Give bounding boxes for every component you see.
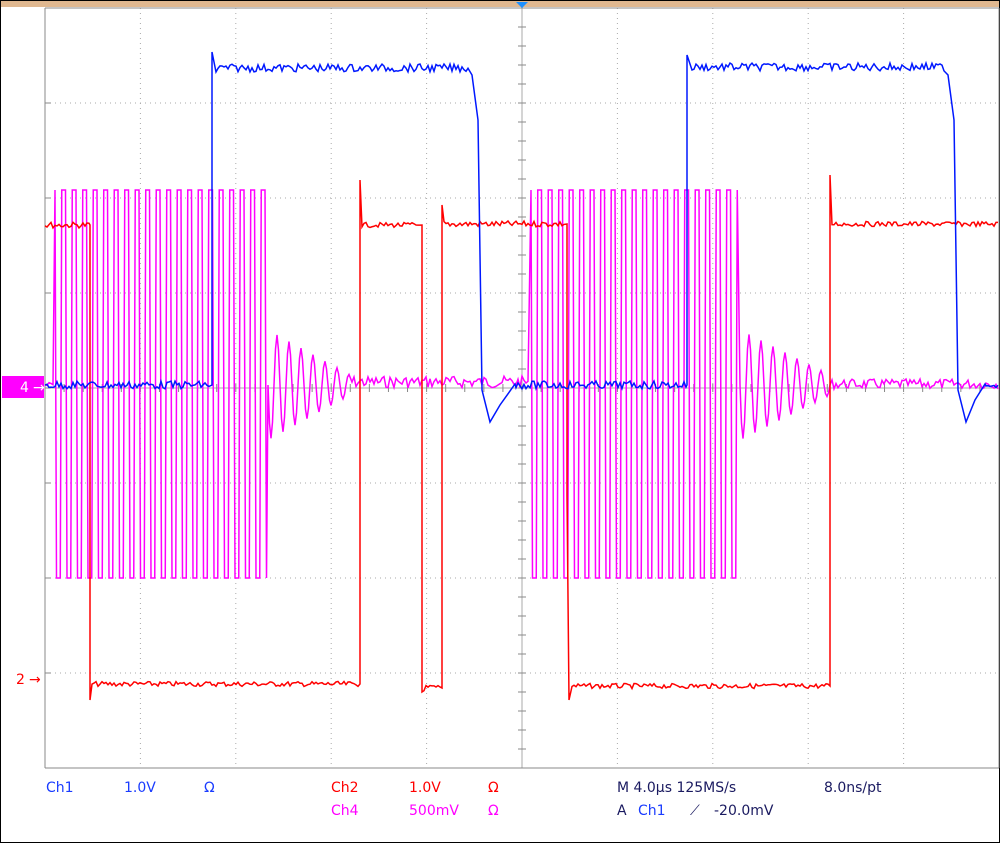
ch2-label: Ch2 [331, 780, 359, 796]
resolution: 8.0ns/pt [824, 780, 882, 796]
timebase: M 4.0µs 125MS/s [617, 780, 736, 796]
ch1-label: Ch1 [46, 780, 74, 796]
trigger-level: -20.0mV [714, 803, 774, 819]
trigger-mode: A [617, 803, 627, 819]
ch4-trace [44, 189, 999, 579]
ch4-coupling: Ω [488, 803, 499, 819]
trigger-position [516, 2, 528, 8]
ch2-marker: 2 [16, 672, 25, 688]
ch4-marker-box [2, 376, 44, 398]
ch2-coupling: Ω [488, 780, 499, 796]
trigger-slope: ⟋ [690, 803, 700, 819]
ch1-trace [44, 51, 999, 425]
ch1-scale: 1.0V [124, 780, 156, 796]
ch4-marker: 4 [20, 380, 29, 396]
ch2-trace [44, 174, 999, 701]
ch1-coupling: Ω [204, 780, 215, 796]
ch2-scale: 1.0V [409, 780, 441, 796]
ch4-label: Ch4 [331, 803, 359, 819]
ch2-arrow: → [29, 672, 41, 688]
ch4-scale: 500mV [409, 803, 459, 819]
top-bar [0, 0, 1000, 7]
trigger-source: Ch1 [638, 803, 666, 819]
traces [44, 51, 999, 701]
ch4-arrow: → [33, 380, 45, 396]
